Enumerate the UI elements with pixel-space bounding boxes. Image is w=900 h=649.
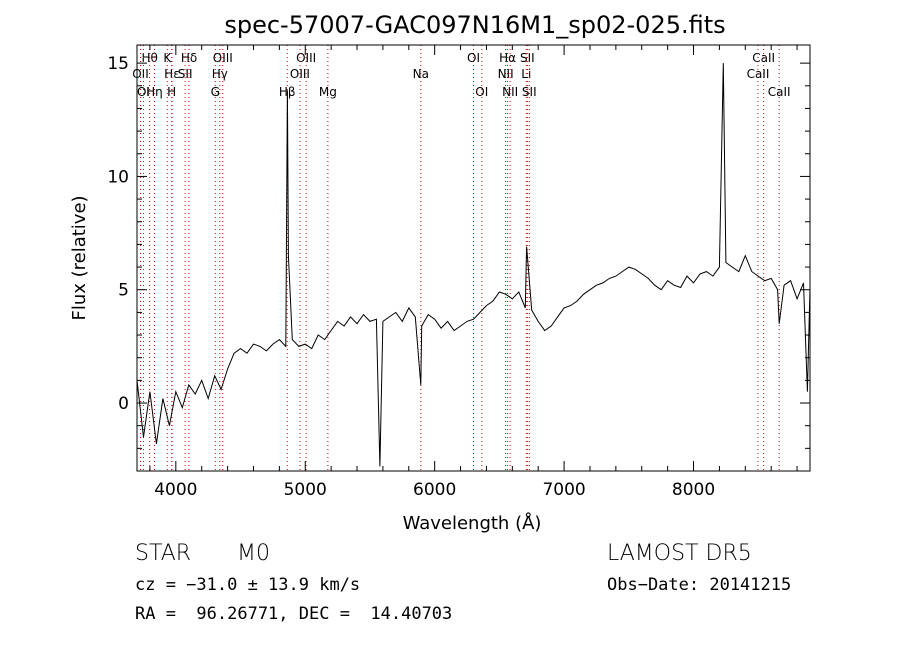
object-class: STAR: [135, 541, 192, 566]
observation-date: Obs−Date: 20141215: [607, 575, 792, 595]
line-marker-label: OIII: [290, 67, 310, 81]
line-marker-label: K: [163, 51, 172, 65]
line-marker-label: SII: [520, 51, 535, 65]
line-marker-label: G: [211, 85, 220, 99]
line-marker-label: SII: [522, 85, 537, 99]
line-marker-label: Li: [521, 67, 531, 81]
x-tick-label: 6000: [413, 480, 456, 500]
line-marker-label: CaII: [752, 51, 775, 65]
line-marker-label: CaII: [747, 67, 770, 81]
x-tick-label: 5000: [284, 480, 327, 500]
line-marker-label: OI: [475, 85, 488, 99]
line-marker-label: OI: [467, 51, 480, 65]
line-marker-label: Mg: [319, 85, 337, 99]
x-axis-label: Wavelength (Å): [403, 512, 542, 534]
x-tick-label: 4000: [154, 480, 197, 500]
object-subclass: M0: [237, 541, 270, 566]
x-tick-label: 7000: [542, 480, 585, 500]
line-marker-label: NII: [498, 67, 514, 81]
line-marker-label: OI: [137, 85, 150, 99]
redshift-value: cz = −31.0 ± 13.9 km/s: [135, 575, 361, 595]
line-marker-label: Hα: [499, 51, 516, 65]
y-tick-label: 10: [107, 167, 129, 187]
line-marker-label: Hη: [146, 85, 163, 99]
plot-frame: [136, 44, 811, 472]
coordinates: RA = 96.26771, DEC = 14.40703: [135, 604, 453, 624]
line-marker-label: OIII: [296, 51, 316, 65]
line-marker-label: OIII: [213, 51, 233, 65]
line-marker-label: Hθ: [141, 51, 157, 65]
y-tick-label: 15: [107, 54, 129, 74]
y-axis-label: Flux (relative): [69, 195, 90, 320]
x-tick-label: 8000: [672, 480, 715, 500]
line-marker-label: SII: [178, 67, 193, 81]
spectrum-line: [136, 63, 811, 467]
survey-name: LAMOST DR5: [607, 541, 752, 566]
line-marker-label: NII: [502, 85, 518, 99]
line-marker-label: H: [167, 85, 176, 99]
line-marker-label: OII: [132, 67, 149, 81]
y-tick-label: 5: [118, 281, 129, 301]
chart-title: spec-57007-GAC097N16M1_sp02-025.fits: [224, 11, 725, 39]
line-marker-label: Hγ: [212, 67, 228, 81]
y-tick-label: 0: [118, 394, 129, 414]
line-marker-label: CaII: [768, 85, 791, 99]
line-marker-label: Hδ: [181, 51, 197, 65]
line-marker-label: Na: [413, 67, 429, 81]
